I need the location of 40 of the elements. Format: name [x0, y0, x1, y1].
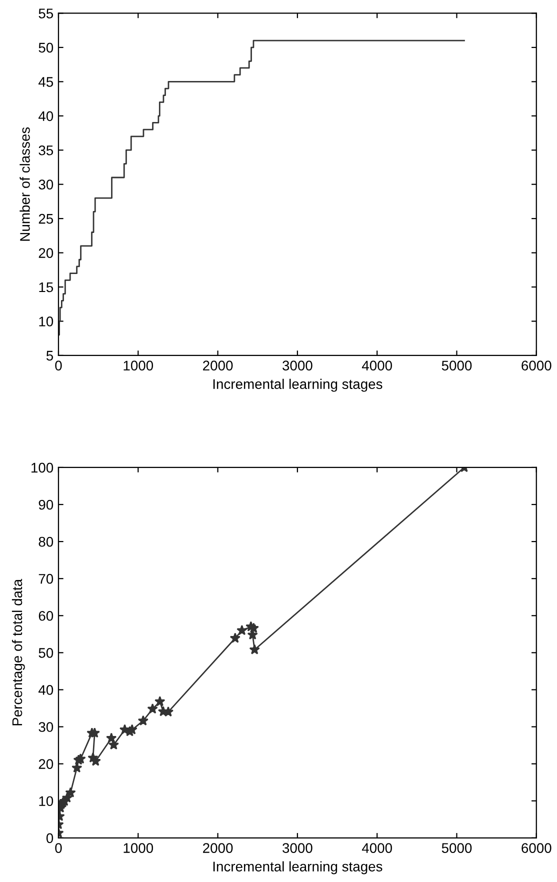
y-tick-label: 25 [38, 214, 54, 224]
y-tick-label: 70 [38, 574, 54, 584]
y-axis-title: Number of classes [20, 127, 30, 241]
y-tick-label: 40 [38, 685, 54, 695]
x-tick-label: 4000 [362, 843, 392, 853]
y-tick-label: 55 [38, 8, 54, 18]
y-tick-label: 5 [46, 350, 54, 361]
x-tick-label: 2000 [203, 843, 233, 853]
x-tick-label: 6000 [522, 843, 552, 853]
y-tick-label: 30 [38, 180, 54, 190]
y-tick-label: 15 [39, 282, 54, 292]
y-tick-label: 80 [38, 536, 54, 547]
y-tick-label: 20 [38, 759, 54, 769]
x-tick-label: 3000 [282, 360, 312, 371]
x-tick-label: 3000 [282, 843, 312, 853]
x-axis-title: Incremental learning stages [213, 861, 382, 874]
y-tick-label: 30 [38, 722, 54, 732]
y-tick-label: 20 [38, 248, 54, 258]
y-tick-label: 60 [38, 610, 54, 621]
y-tick-label: 10 [39, 316, 54, 326]
x-tick-label: 5000 [442, 360, 472, 371]
y-tick-label: 45 [38, 77, 54, 87]
x-tick-label: 5000 [442, 843, 472, 853]
x-axis-title: Incremental learning stages [213, 378, 382, 392]
y-axis-title: Percentage of total data [12, 578, 25, 726]
y-tick-label: 90 [38, 500, 54, 510]
x-tick-label: 0 [55, 843, 62, 853]
x-tick-label: 6000 [522, 360, 552, 371]
y-tick-label: 0 [46, 833, 54, 844]
x-tick-label: 2000 [203, 360, 233, 371]
y-tick-label: 10 [39, 796, 54, 806]
x-tick-label: 1000 [124, 843, 154, 853]
y-tick-label: 40 [38, 111, 54, 122]
x-tick-label: 4000 [362, 360, 392, 371]
y-tick-label: 50 [38, 648, 54, 658]
y-tick-label: 50 [38, 42, 54, 53]
y-tick-label: 35 [38, 145, 54, 156]
y-tick-label: 100 [32, 462, 54, 473]
x-tick-label: 1000 [124, 360, 154, 371]
x-tick-label: 0 [55, 360, 62, 371]
